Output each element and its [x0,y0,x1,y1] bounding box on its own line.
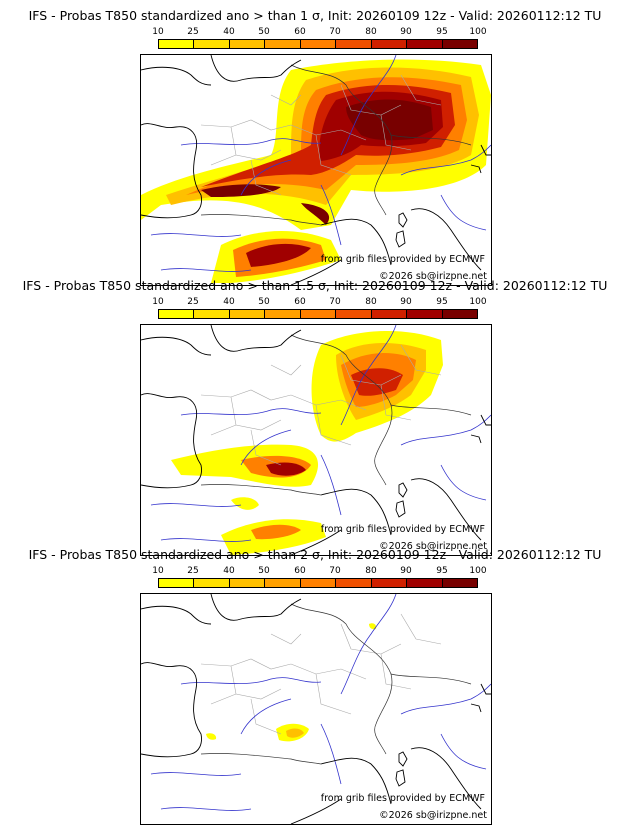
probability-field [141,59,491,283]
country-borders [200,64,472,226]
probability-map: from grib files provided by ECMWF ©2026 … [140,593,492,825]
colorbar [158,309,478,319]
probability-field [206,623,377,742]
map-svg [141,325,491,555]
source-credit: from grib files provided by ECMWF [320,793,485,804]
copyright-credit: ©2026 sb@irizpne.net [379,810,487,821]
coastlines [141,55,491,285]
colorbar-labels: 10 25 40 50 60 70 80 90 95 100 [152,566,487,576]
coastlines [141,325,491,555]
coastlines [141,594,491,824]
country-borders [200,334,472,496]
rivers [150,55,491,272]
rivers [150,325,491,542]
panel-title: IFS - Probas T850 standardized ano > tha… [28,547,602,562]
region-boundaries [200,613,442,735]
copyright-credit: ©2026 sb@irizpne.net [379,541,487,552]
probability-field [171,330,443,555]
source-credit: from grib files provided by ECMWF [320,254,485,265]
colorbar-labels: 10 25 40 50 60 70 80 90 95 100 [152,297,487,307]
colorbar [158,39,478,49]
probability-map: from grib files provided by ECMWF ©2026 … [140,54,492,286]
map-svg [141,594,491,824]
colorbar-labels: 10 25 40 50 60 70 80 90 95 100 [152,27,487,37]
copyright-credit: ©2026 sb@irizpne.net [379,271,487,282]
map-svg [141,55,491,285]
source-credit: from grib files provided by ECMWF [320,524,485,535]
country-borders [200,603,472,765]
probability-map: from grib files provided by ECMWF ©2026 … [140,324,492,556]
panel-title: IFS - Probas T850 standardized ano > tha… [28,8,602,23]
panel-title: IFS - Probas T850 standardized ano > tha… [22,278,608,293]
rivers [150,594,491,811]
region-boundaries [200,74,442,196]
region-boundaries [200,344,442,466]
colorbar [158,578,478,588]
